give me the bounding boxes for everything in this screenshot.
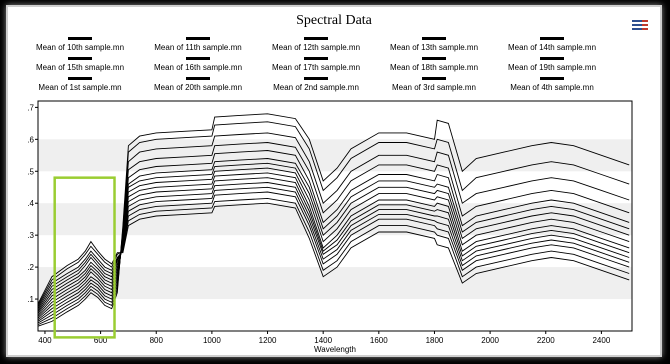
x-tick-label: 2200 [537, 336, 555, 345]
y-tick-label: .7 [27, 103, 34, 112]
x-tick-label: 1800 [426, 336, 444, 345]
y-tick-label: .1 [27, 295, 34, 304]
x-tick-label: 1000 [203, 336, 221, 345]
grid-band [38, 267, 632, 299]
chart-window: Spectral Data Mean of 10th sample.mn Mean… [6, 5, 662, 357]
x-tick-label: 1400 [314, 336, 332, 345]
x-tick-label: 400 [38, 336, 52, 345]
x-tick-label: 1600 [370, 336, 388, 345]
y-tick-label: .4 [27, 199, 34, 208]
y-tick-label: .5 [27, 167, 34, 176]
y-tick-label: .3 [27, 231, 34, 240]
y-tick-label: .6 [27, 135, 34, 144]
x-tick-label: 800 [150, 336, 164, 345]
x-axis-label: Wavelength [314, 345, 356, 354]
y-tick-label: .2 [27, 263, 34, 272]
x-tick-label: 1200 [259, 336, 277, 345]
highlight-box [55, 178, 115, 338]
x-tick-label: 2000 [481, 336, 499, 345]
x-tick-label: 2400 [592, 336, 610, 345]
